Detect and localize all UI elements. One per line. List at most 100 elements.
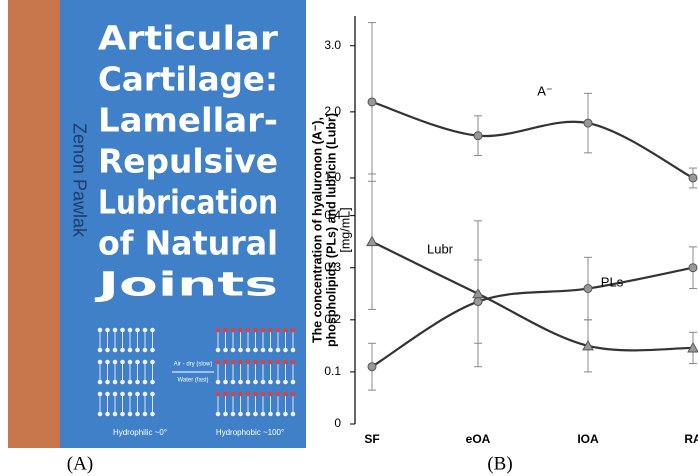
head [142, 391, 148, 397]
y-axis-label: The concentration of hyaluronon (A⁻), [310, 117, 324, 343]
head [135, 379, 140, 385]
head [230, 347, 236, 353]
cover-title-line: of Natural [98, 224, 278, 263]
head [112, 347, 118, 353]
head [260, 391, 266, 397]
head [150, 391, 155, 397]
head [223, 391, 228, 397]
series-label: A⁻ [537, 83, 553, 98]
head [223, 359, 228, 365]
head [223, 379, 228, 385]
cover-spine [8, 0, 60, 448]
head [120, 359, 125, 365]
layers [97, 327, 155, 417]
head [260, 379, 266, 385]
head [150, 347, 155, 353]
arrow-label: Water (fast) [177, 378, 208, 384]
head [275, 379, 281, 385]
head [223, 327, 228, 333]
head [283, 411, 288, 417]
marker [688, 173, 698, 183]
head [275, 411, 281, 417]
head [283, 391, 288, 397]
head [97, 347, 103, 353]
head [238, 391, 243, 397]
head [150, 411, 155, 417]
head [268, 359, 273, 365]
head [268, 327, 273, 333]
head [97, 379, 103, 385]
head [230, 327, 236, 333]
head [253, 359, 258, 365]
head [112, 391, 118, 397]
cover [60, 0, 306, 448]
marker [583, 118, 593, 128]
head [238, 327, 243, 333]
head [97, 327, 103, 333]
y-tick-label: 0.2 [324, 312, 341, 326]
chart: 0 0.1 0.2 0.3 0.4 1.0 2.0 3.0 SF eOA IOA RA The conc… [310, 16, 698, 446]
marker [367, 97, 377, 107]
series-label: Lubr [427, 241, 454, 256]
head [142, 379, 148, 385]
head [290, 379, 296, 385]
y-tick-label: 0.1 [324, 364, 341, 378]
head [135, 347, 140, 353]
head [283, 327, 288, 333]
head [97, 391, 103, 397]
head [127, 411, 133, 417]
head [135, 411, 140, 417]
cover-title-line: Joints [95, 265, 278, 304]
marker [366, 235, 378, 247]
marker [582, 339, 594, 351]
head [150, 327, 155, 333]
head [127, 327, 133, 333]
head [112, 379, 118, 385]
head [112, 327, 118, 333]
layers [215, 327, 296, 417]
head [230, 359, 236, 365]
x-tick-label: SF [364, 432, 379, 446]
head [245, 391, 251, 397]
head [135, 359, 140, 365]
head [290, 359, 296, 365]
head [290, 391, 296, 397]
marker [473, 131, 483, 141]
head [253, 391, 258, 397]
head [112, 411, 118, 417]
marker [687, 341, 698, 353]
head [245, 347, 251, 353]
head [215, 391, 221, 397]
series-line [371, 100, 694, 179]
head [142, 411, 148, 417]
head [275, 359, 281, 365]
head [230, 411, 236, 417]
y-tick-label: 2.0 [324, 104, 341, 118]
marker [367, 362, 377, 372]
head [260, 359, 266, 365]
head [260, 411, 266, 417]
head [120, 347, 125, 353]
cover-title-line: Articular [98, 19, 279, 58]
cover-diagram: Air - dry (slow) Water (fast) Hydrophili… [97, 327, 296, 437]
head [215, 327, 221, 333]
marker [583, 284, 593, 294]
head [275, 391, 281, 397]
y-tick-label: 3.0 [324, 38, 341, 52]
head [245, 379, 251, 385]
arrow-label: Air - dry (slow) [174, 362, 213, 368]
head [268, 411, 273, 417]
head [112, 359, 118, 365]
head [268, 391, 273, 397]
panel-label: (A) [67, 453, 93, 474]
head [253, 411, 258, 417]
head [268, 379, 273, 385]
head [290, 327, 296, 333]
head [275, 327, 281, 333]
head [275, 347, 281, 353]
head [142, 327, 148, 333]
head [135, 327, 140, 333]
head [105, 391, 110, 397]
head [238, 411, 243, 417]
head [283, 359, 288, 365]
